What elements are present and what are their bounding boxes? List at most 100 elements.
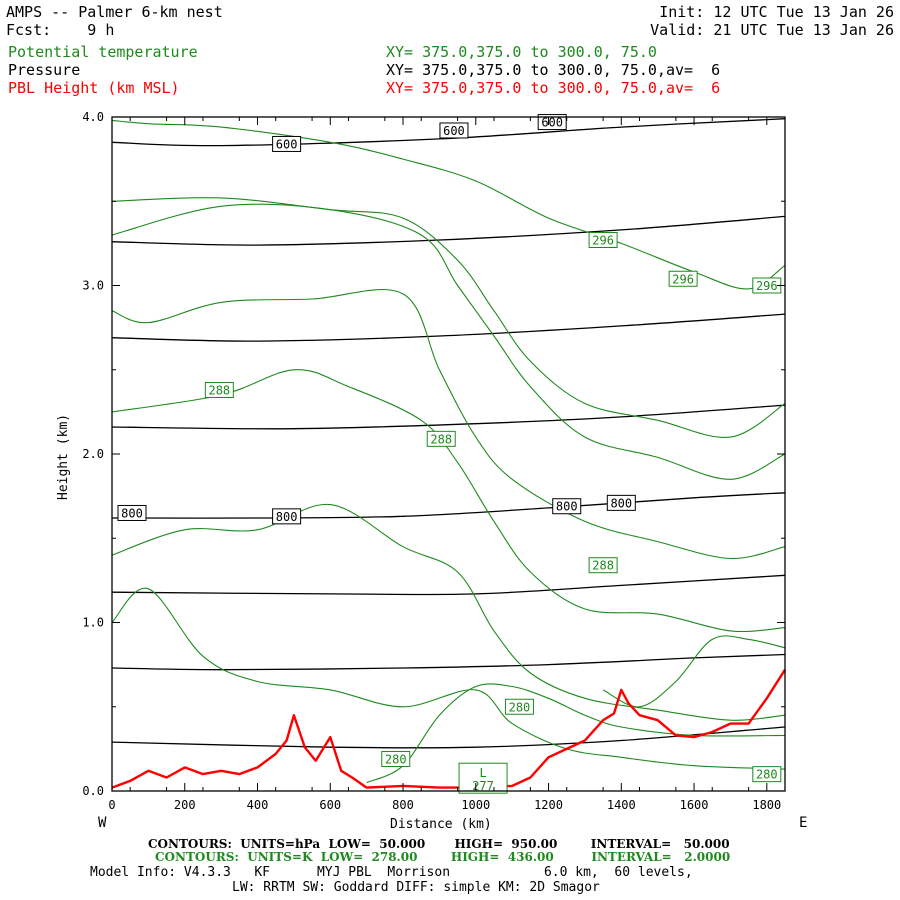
theta-contour-2: [112, 203, 785, 480]
x-tick-label-7: 1400: [607, 798, 636, 812]
y-tick-label-4: 4.0: [82, 110, 104, 124]
pressure-label-2: 600: [537, 114, 567, 131]
pressure-contours: [112, 118, 785, 749]
theta-label-8: 280: [752, 766, 782, 783]
theta-label-7-text: 280: [385, 752, 407, 766]
theta-label-1: 288: [426, 430, 456, 447]
x-tick-label-1: 200: [174, 798, 196, 812]
pressure-contour-600: [112, 118, 785, 147]
theta-contour-3: [112, 288, 785, 560]
pressure-label-3-box: [117, 504, 147, 521]
x-tick-label-8: 1600: [680, 798, 709, 812]
contour-labels: 600 600 600 800 800 800 800 288 288 288 296 296 296 2…: [117, 114, 782, 794]
field-xy-pbl: XY= 375.0,375.0 to 300.0, 75.0,av= 6: [386, 79, 721, 97]
pressure-contour-800: [112, 492, 785, 519]
theta-label-4-text: 296: [672, 272, 694, 286]
x-tick-label-2: 400: [247, 798, 269, 812]
pressure-label-3: 800: [117, 504, 147, 521]
theta-contour-0: [112, 119, 785, 290]
field-xy-theta: XY= 375.0,375.0 to 300.0, 75.0: [386, 43, 657, 61]
theta-label-6-box: [504, 698, 534, 715]
footer-physics: LW: RRTM SW: Goddard DIFF: simple KM: 2D…: [232, 880, 600, 895]
valid-time: Valid: 21 UTC Tue 13 Jan 26: [650, 21, 894, 39]
pressure-label-0: 600: [272, 135, 302, 152]
pbl-height-line: [111, 669, 787, 789]
theta-label-4-box: [668, 270, 698, 287]
field-label-pressure: Pressure: [8, 61, 81, 79]
pressure-label-4-box: [272, 508, 302, 525]
x-tick-label-0: 0: [108, 798, 115, 812]
pressure-label-1-box: [439, 122, 469, 139]
axes: 0 200 400 600 800 1000 1200 1400 1600 1800 0.0 1.0 2…: [82, 110, 786, 812]
pressure-label-6: 800: [606, 494, 636, 511]
init-time: Init: 12 UTC Tue 13 Jan 26: [659, 3, 894, 21]
theta-label-0-text: 288: [208, 383, 230, 397]
chart-title: AMPS -- Palmer 6-km nest: [6, 3, 223, 21]
low-label-letter: L: [479, 766, 486, 780]
west-label: W: [98, 815, 107, 831]
pressure-label-2-box: [537, 114, 567, 131]
pressure-label-5: 800: [552, 498, 582, 515]
pressure-contour-750: [112, 574, 785, 596]
pressure-label-2-text: 600: [541, 116, 563, 130]
pressure-contour-850: [112, 653, 785, 671]
theta-label-0-box: [204, 381, 234, 398]
theta-contour-7: [366, 683, 785, 784]
x-tick-label-6: 1200: [534, 798, 563, 812]
theta-label-3-box: [588, 232, 618, 249]
pressure-label-0-box: [272, 135, 302, 152]
footer-model-info: Model Info: V4.3.3 KF MYJ PBL Morrison 6…: [90, 865, 693, 880]
x-tick-label-3: 600: [319, 798, 341, 812]
pressure-label-5-box: [552, 498, 582, 515]
theta-contour-4: [112, 369, 785, 632]
theta-label-8-text: 280: [756, 768, 778, 782]
field-label-pbl: PBL Height (km MSL): [8, 79, 180, 97]
pressure-label-6-box: [606, 494, 636, 511]
footer-pressure-contours: CONTOURS: UNITS=hPa LOW= 50.000 HIGH= 95…: [148, 837, 730, 851]
pressure-label-0-text: 600: [276, 137, 298, 151]
y-tick-label-3: 3.0: [82, 279, 104, 293]
pressure-label-5-text: 800: [556, 500, 578, 514]
pressure-label-1-text: 600: [443, 124, 465, 138]
east-label: E: [799, 815, 808, 831]
pressure-label-4: 800: [272, 508, 302, 525]
pbl-height-series: [111, 669, 787, 789]
low-label-box: [458, 762, 508, 794]
x-tick-label-4: 800: [392, 798, 414, 812]
y-tick-label-1: 1.0: [82, 616, 104, 630]
footer-theta-contours: CONTOURS: UNITS=K LOW= 278.00 HIGH= 436.…: [155, 850, 731, 864]
theta-label-3-text: 296: [592, 234, 614, 248]
pressure-contour-700: [112, 404, 785, 430]
field-label-theta: Potential temperature: [8, 43, 198, 61]
pressure-contour-650: [112, 313, 785, 342]
pressure-contour-625: [112, 215, 785, 246]
y-axis-title: Height (km): [56, 413, 71, 500]
x-tick-label-5: 1000: [461, 798, 490, 812]
theta-label-2-box: [588, 557, 618, 574]
theta-contour-5: [112, 503, 785, 721]
x-axis-title: Distance (km): [390, 817, 492, 832]
theta-label-1-text: 288: [430, 432, 452, 446]
x-tick-label-9: 1800: [752, 798, 781, 812]
theta-label-1-box: [426, 430, 456, 447]
pressure-label-6-text: 800: [610, 496, 632, 510]
theta-label-7: 280: [381, 750, 411, 767]
theta-contour-6: [112, 587, 785, 770]
theta-label-0: 288: [204, 381, 234, 398]
theta-label-8-box: [752, 766, 782, 783]
pressure-label-1: 600: [439, 122, 469, 139]
theta-contour-8: [602, 635, 785, 708]
theta-contour-1: [112, 197, 785, 439]
theta-contours: [112, 119, 785, 784]
forecast-hour: Fcst: 9 h: [6, 21, 115, 39]
low-label-value: 277: [472, 779, 494, 793]
plot-frame: [111, 116, 786, 792]
y-tick-label-2: 2.0: [82, 447, 104, 461]
theta-label-2-text: 288: [592, 559, 614, 573]
theta-label-7-box: [381, 750, 411, 767]
pressure-contour-900: [112, 726, 785, 749]
theta-label-5: 296: [752, 277, 782, 294]
theta-label-6: 280: [504, 698, 534, 715]
